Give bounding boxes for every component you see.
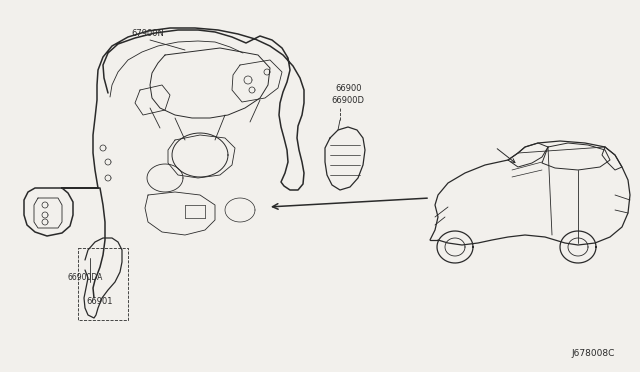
Text: 67900N: 67900N (132, 29, 164, 38)
Text: 66900: 66900 (335, 84, 362, 93)
Text: 66900DA: 66900DA (68, 273, 104, 282)
Text: 66901: 66901 (87, 297, 113, 306)
Text: J678008C: J678008C (572, 349, 615, 358)
Text: 66900D: 66900D (331, 96, 364, 105)
